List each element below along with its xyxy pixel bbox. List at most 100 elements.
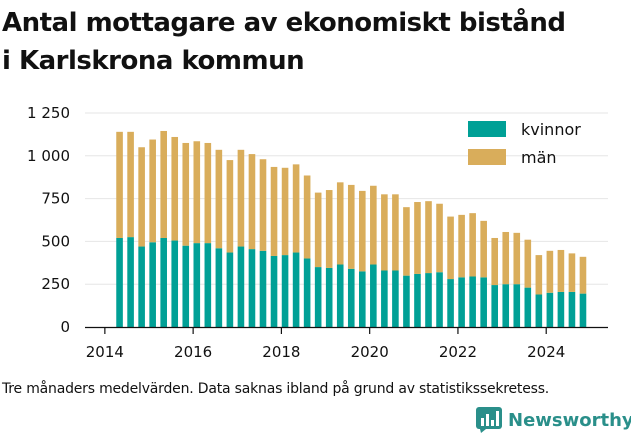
- bar-man: [138, 147, 145, 247]
- bar-kvinnor: [248, 249, 256, 327]
- bar-kvinnor: [171, 240, 179, 327]
- bar-man: [149, 139, 156, 243]
- y-tick-label: 1 250: [27, 104, 70, 122]
- bar-man: [557, 249, 565, 292]
- bar-man: [359, 190, 366, 272]
- bar-kvinnor: [303, 258, 311, 327]
- bar-man: [259, 159, 267, 251]
- bar-man: [303, 175, 311, 259]
- x-tick-label: 2024: [527, 343, 565, 361]
- bar-man: [469, 213, 476, 277]
- bar-kvinnor: [336, 264, 344, 327]
- bar-man: [392, 194, 399, 271]
- bar-kvinnor: [557, 291, 565, 327]
- bar-kvinnor: [392, 270, 399, 327]
- bar-kvinnor: [149, 242, 156, 327]
- bar-man: [182, 142, 190, 246]
- x-tick-label: 2016: [174, 343, 212, 361]
- bar-kvinnor: [182, 245, 190, 327]
- bar-kvinnor: [270, 255, 278, 327]
- bar-kvinnor: [447, 279, 454, 327]
- bar-man: [568, 253, 576, 292]
- bar-kvinnor: [116, 237, 123, 327]
- x-tick-label: 2020: [351, 343, 389, 361]
- chart-title-line-1: Antal mottagare av ekonomiskt bistånd: [2, 8, 566, 38]
- bar-kvinnor: [403, 275, 410, 327]
- bar-kvinnor: [469, 276, 476, 327]
- bar-kvinnor: [513, 284, 521, 327]
- legend-label: män: [521, 148, 557, 167]
- bar-kvinnor: [259, 250, 267, 327]
- bar-man: [314, 192, 322, 268]
- bar-kvinnor: [524, 287, 532, 327]
- bar-kvinnor: [226, 252, 234, 327]
- chart-title-line-2: i Karlskrona kommun: [2, 46, 305, 76]
- bar-man: [270, 166, 278, 256]
- bar-kvinnor: [204, 243, 212, 327]
- newsworthy-chart-logo-icon: [476, 407, 502, 433]
- x-tick-label: 2022: [439, 343, 477, 361]
- stacked-bar-chart: 0 250 500 750 1 000 1 250 2014 2016 2018 2020 2022…: [27, 104, 608, 361]
- bar-kvinnor: [480, 277, 487, 327]
- bar-kvinnor: [425, 273, 432, 327]
- legend: kvinnor män: [468, 120, 581, 167]
- bar-kvinnor: [160, 237, 167, 327]
- bar-kvinnor: [381, 270, 388, 327]
- legend-swatch: [468, 149, 506, 165]
- y-tick-label: 1 000: [27, 147, 70, 165]
- bar-man: [127, 131, 134, 238]
- bar-man: [425, 201, 432, 274]
- bar-man: [237, 149, 245, 247]
- bar-man: [347, 184, 355, 269]
- bar-man: [436, 203, 443, 273]
- brand[interactable]: Newsworthy: [476, 407, 631, 433]
- bar-kvinnor: [436, 272, 443, 327]
- bar-kvinnor: [292, 252, 300, 327]
- bar-man: [292, 164, 300, 253]
- bar-kvinnor: [359, 271, 366, 327]
- bar-kvinnor: [325, 267, 333, 327]
- bar-kvinnor: [237, 246, 245, 327]
- bar-kvinnor: [370, 264, 377, 327]
- bar-man: [579, 256, 587, 294]
- bar-kvinnor: [491, 285, 499, 327]
- bar-kvinnor: [535, 294, 543, 327]
- bar-man: [325, 190, 333, 268]
- bar-man: [171, 136, 179, 241]
- bar-man: [491, 237, 499, 286]
- y-tick-label: 0: [60, 318, 70, 336]
- legend-swatch: [468, 121, 506, 137]
- bar-man: [535, 255, 543, 295]
- bar-kvinnor: [215, 248, 223, 327]
- bar-man: [215, 149, 223, 249]
- bar-man: [502, 231, 510, 285]
- bar-man: [116, 131, 123, 238]
- bars: [116, 130, 587, 327]
- bar-man: [414, 202, 421, 274]
- bar-kvinnor: [127, 237, 134, 327]
- bar-man: [546, 250, 554, 293]
- axes: 0 250 500 750 1 000 1 250 2014 2016 2018 2020 2022…: [27, 104, 608, 361]
- bar-man: [226, 160, 234, 253]
- chart-title: Antal mottagare av ekonomiskt bistånd i …: [2, 4, 628, 80]
- bar-kvinnor: [347, 268, 355, 327]
- bar-kvinnor: [314, 267, 322, 327]
- y-tick-label: 750: [41, 190, 70, 208]
- bar-kvinnor: [281, 255, 289, 327]
- bar-man: [248, 154, 256, 250]
- footnote: Tre månaders medelvärden. Data saknas ib…: [2, 381, 550, 397]
- y-tick-label: 250: [41, 275, 70, 293]
- bar-man: [281, 167, 289, 256]
- bar-man: [381, 194, 388, 271]
- bar-kvinnor: [193, 243, 201, 327]
- bar-kvinnor: [414, 273, 421, 327]
- bar-man: [403, 207, 410, 276]
- bar-man: [458, 214, 465, 278]
- brand-name: Newsworthy: [508, 409, 631, 431]
- bar-kvinnor: [138, 246, 145, 327]
- y-tick-label: 500: [41, 232, 70, 250]
- bar-man: [447, 216, 454, 280]
- bar-man: [336, 182, 344, 265]
- bar-kvinnor: [458, 277, 465, 327]
- x-tick-label: 2018: [262, 343, 300, 361]
